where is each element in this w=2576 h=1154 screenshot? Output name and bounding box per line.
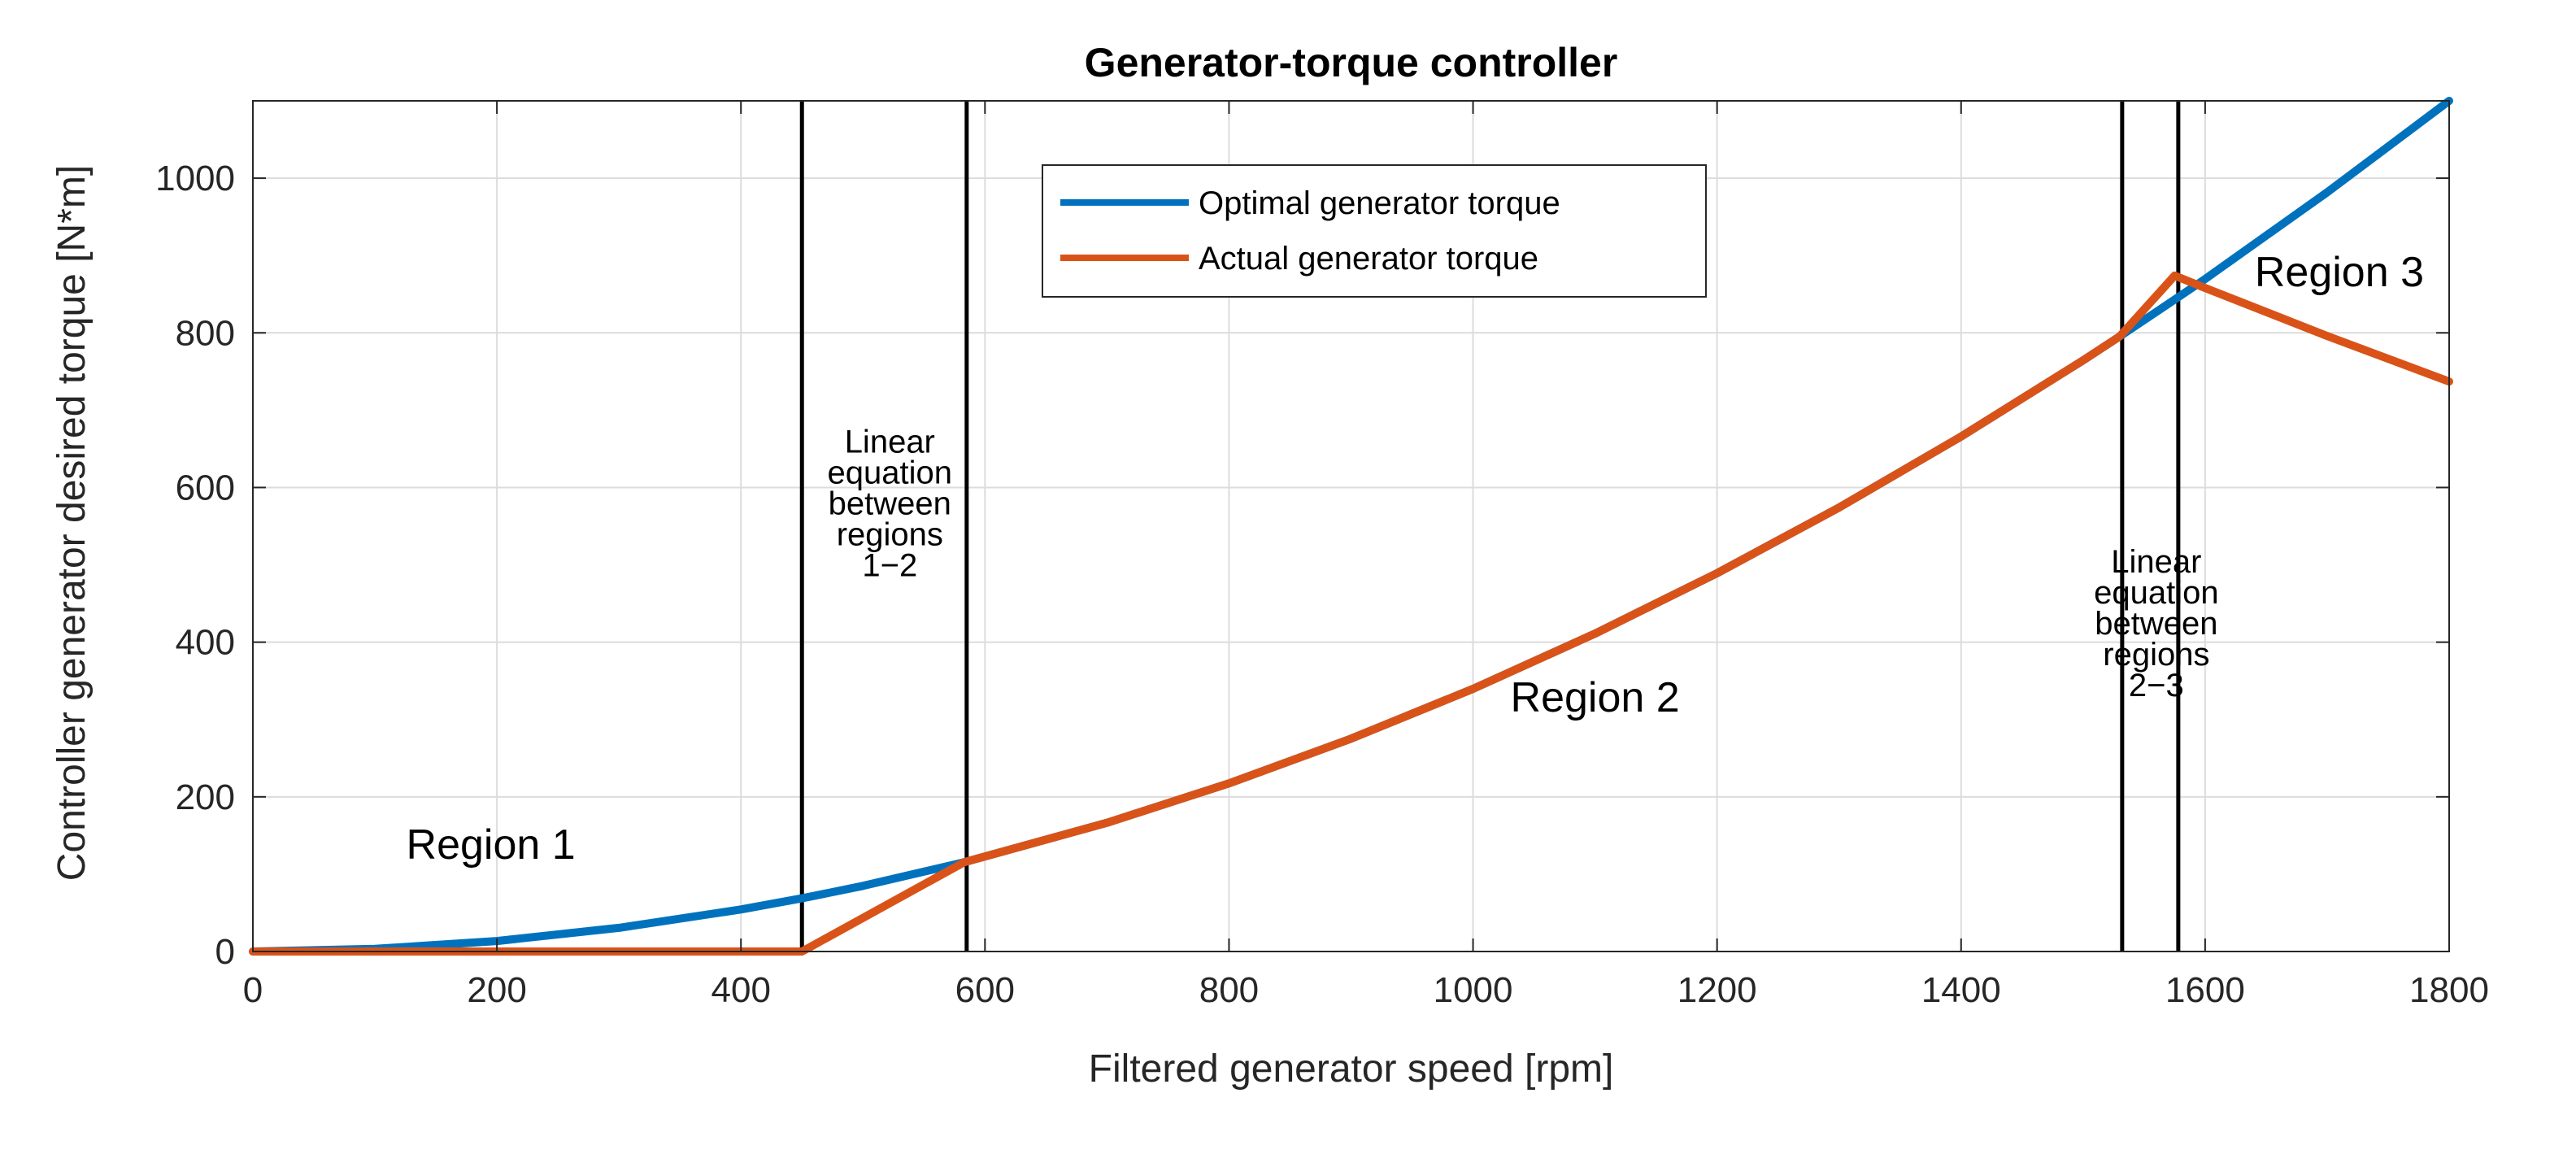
annotation-line: Linear bbox=[845, 425, 935, 460]
x-tick-label: 1600 bbox=[2165, 970, 2245, 1010]
x-tick-label: 1400 bbox=[1921, 970, 2001, 1010]
y-tick-label: 600 bbox=[176, 468, 235, 507]
y-axis-title: Controller generator desired torque [N*m… bbox=[50, 165, 94, 881]
annotation-line: between bbox=[829, 486, 951, 522]
x-tick-label: 600 bbox=[955, 970, 1015, 1010]
y-tick-label: 400 bbox=[176, 623, 235, 663]
annotation-line: regions bbox=[837, 517, 943, 553]
ticks: 0 200 400 600 800 1000 1200 1400 1600 1800 0 200 400… bbox=[155, 101, 2489, 1010]
y-tick-label: 1000 bbox=[155, 159, 235, 198]
x-axis-title: Filtered generator speed [rpm] bbox=[1089, 1047, 1614, 1091]
annotation-line: between bbox=[2095, 606, 2217, 642]
annotation-line: equation bbox=[828, 455, 952, 491]
legend-box bbox=[1042, 164, 1707, 298]
y-tick-label: 800 bbox=[176, 313, 235, 353]
y-tick-label: 200 bbox=[176, 777, 235, 817]
legend: Optimal generator torque Actual generator… bbox=[1042, 164, 1707, 298]
transition-annotation: Linear equation between regions 1−2 bbox=[828, 425, 952, 584]
x-tick-label: 800 bbox=[1199, 970, 1259, 1010]
plot-frame bbox=[252, 100, 2450, 952]
annotation-line: Linear bbox=[2111, 544, 2201, 580]
region-label: Region 2 bbox=[1511, 674, 1680, 721]
annotation-line: regions bbox=[2103, 637, 2209, 673]
legend-label: Actual generator torque bbox=[1199, 241, 1538, 277]
annotation-line: 1−2 bbox=[862, 548, 917, 584]
x-tick-label: 200 bbox=[467, 970, 526, 1010]
region-label: Region 3 bbox=[2255, 249, 2424, 296]
region-label: Region 1 bbox=[407, 821, 576, 869]
x-tick-label: 1200 bbox=[1677, 970, 1757, 1010]
x-tick-label: 400 bbox=[711, 970, 771, 1010]
x-tick-label: 1800 bbox=[2409, 970, 2489, 1010]
transition-annotation: Linear equation between regions 2−3 bbox=[2094, 544, 2218, 703]
y-tick-label: 0 bbox=[215, 932, 235, 972]
x-tick-label: 1000 bbox=[1434, 970, 1513, 1010]
x-tick-label: 0 bbox=[243, 970, 263, 1010]
chart-title: Generator-torque controller bbox=[1085, 40, 1618, 85]
vertical-lines bbox=[799, 101, 2181, 952]
legend-label: Optimal generator torque bbox=[1199, 185, 1560, 221]
annotation-line: equation bbox=[2094, 575, 2218, 611]
annotation-line: 2−3 bbox=[2129, 668, 2184, 703]
